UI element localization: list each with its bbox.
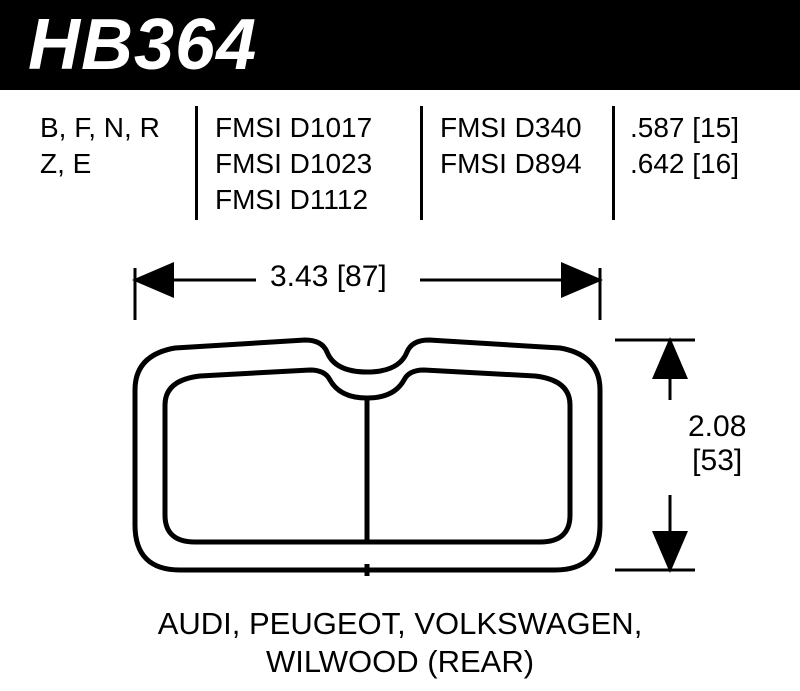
- application-line-1: AUDI, PEUGEOT, VOLKSWAGEN,: [0, 605, 800, 643]
- application-line-2: WILWOOD (REAR): [0, 643, 800, 681]
- spec-value: FMSI D340: [440, 110, 582, 146]
- divider-2: [420, 106, 423, 220]
- spec-col-3: FMSI D340 FMSI D894: [440, 110, 582, 182]
- spec-value: .587 [15]: [630, 110, 739, 146]
- spec-col-2: FMSI D1017 FMSI D1023 FMSI D1112: [215, 110, 372, 218]
- header-bar: HB364: [0, 0, 800, 90]
- spec-col-1: B, F, N, R Z, E: [40, 110, 160, 182]
- spec-row: B, F, N, R Z, E FMSI D1017 FMSI D1023 FM…: [0, 100, 800, 230]
- spec-col-4: .587 [15] .642 [16]: [630, 110, 739, 182]
- spec-value: B, F, N, R: [40, 110, 160, 146]
- divider-3: [612, 106, 615, 220]
- spec-value: FMSI D1023: [215, 146, 372, 182]
- spec-value: FMSI D894: [440, 146, 582, 182]
- divider-1: [195, 106, 198, 220]
- part-number: HB364: [28, 4, 257, 86]
- spec-value: FMSI D1112: [215, 182, 372, 218]
- brake-pad-outline: [0, 260, 800, 600]
- spec-value: .642 [16]: [630, 146, 739, 182]
- diagram-area: 3.43 [87] 2.08 [53]: [0, 260, 800, 600]
- spec-value: Z, E: [40, 146, 160, 182]
- application-text: AUDI, PEUGEOT, VOLKSWAGEN, WILWOOD (REAR…: [0, 605, 800, 681]
- spec-value: FMSI D1017: [215, 110, 372, 146]
